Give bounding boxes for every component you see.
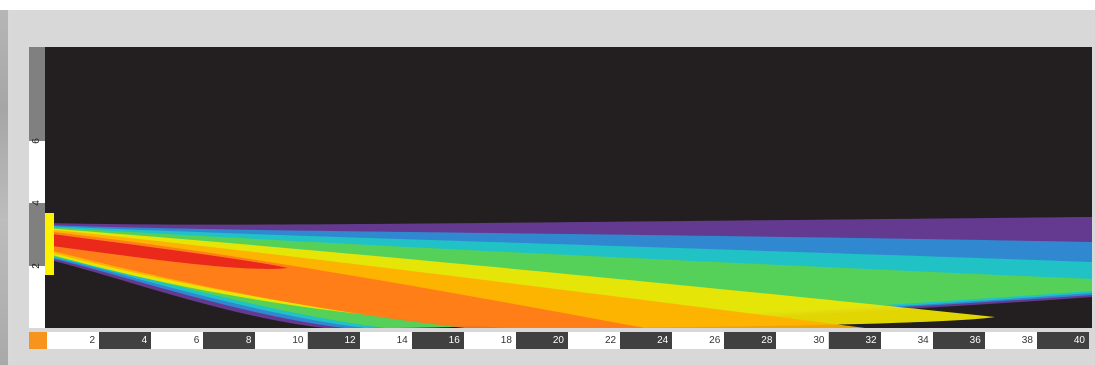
x-tick-label-22: 22 [568,332,621,349]
x-tick-label-28: 28 [724,332,777,349]
x-tick-label-26: 26 [672,332,725,349]
x-tick-label-24: 24 [620,332,673,349]
y-axis-segment-4 [29,47,45,141]
x-tick-label-18: 18 [463,332,516,349]
y-axis-segment-1 [29,265,45,328]
x-tick-label-10: 10 [255,332,308,349]
heatmap-plume [45,217,1092,328]
x-tick-label-6: 6 [151,332,204,349]
x-tick-label-2: 2 [47,332,100,349]
source-marker [45,213,54,275]
x-tick-label-16: 16 [411,332,464,349]
x-tick-label-32: 32 [828,332,881,349]
x-tick-label-38: 38 [984,332,1037,349]
x-axis-origin [29,332,47,349]
top-border [0,0,1095,10]
x-tick-label-12: 12 [307,332,360,349]
x-tick-label-4: 4 [99,332,152,349]
y-axis-segment-2 [29,203,45,266]
x-tick-label-30: 30 [776,332,829,349]
y-tick-label-4: 4 [31,200,42,206]
x-axis: 2 4 6 8 10 12 14 16 18 20 22 24 26 28 30 32 34 36 38 40 [29,332,1095,349]
plume-band-8 [45,233,288,269]
y-tick-label-6: 6 [31,137,42,144]
x-tick-label-20: 20 [515,332,568,349]
plume-band-6 [45,229,865,328]
y-axis-segment-3 [29,140,45,204]
x-tick-label-8: 8 [203,332,256,349]
plot-area [45,47,1092,328]
y-axis: 2 4 6 [29,47,45,328]
x-tick-label-34: 34 [880,332,933,349]
left-edge-strip [0,0,8,365]
x-tick-label-40: 40 [1036,332,1089,349]
x-tick-label-14: 14 [359,332,412,349]
x-tick-label-36: 36 [932,332,985,349]
y-tick-label-2: 2 [31,262,42,269]
plume-band-5 [45,228,995,328]
